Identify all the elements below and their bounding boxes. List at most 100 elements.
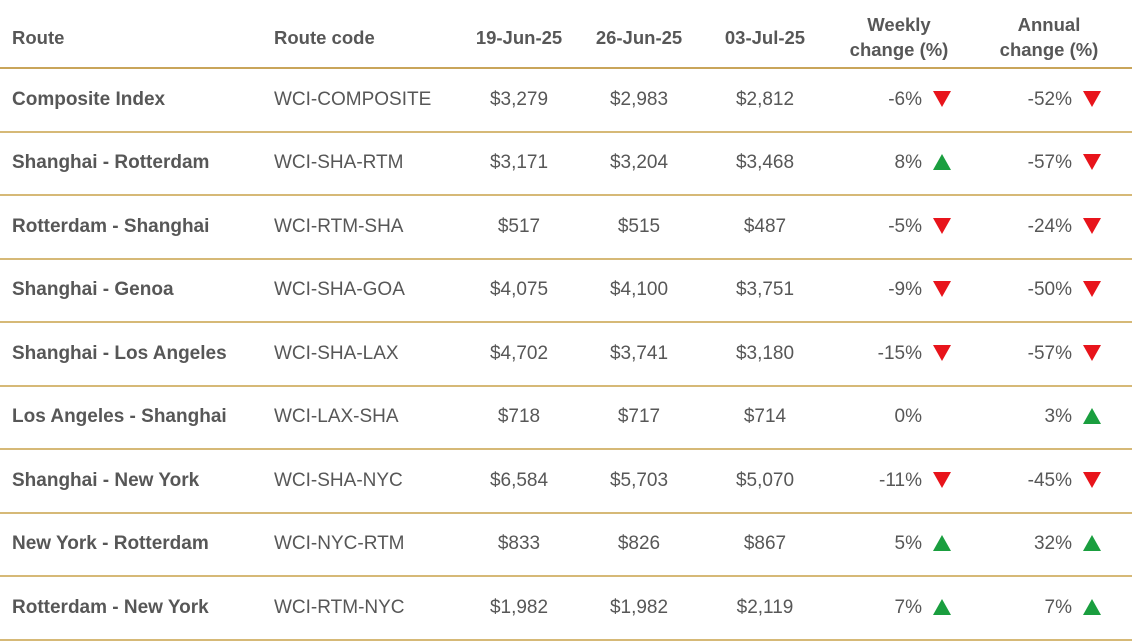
triangle-up-icon — [922, 534, 962, 554]
header-annual-change: Annual change (%) — [986, 0, 1112, 67]
header-date-2: 26-Jun-25 — [595, 27, 683, 48]
triangle-down-icon — [922, 344, 962, 364]
rate-date-2: $3,741 — [609, 342, 669, 364]
route-name: Composite Index — [12, 88, 166, 110]
annual-change: -50% — [986, 260, 1112, 322]
table-row: Composite Index WCI-COMPOSITE $3,279 $2,983… — [0, 69, 1132, 133]
triangle-up-icon — [1072, 534, 1112, 554]
no-change-spacer — [922, 407, 962, 427]
weekly-change: 5% — [836, 514, 962, 576]
route-code: WCI-RTM-NYC — [274, 596, 405, 618]
rate-date-3: $867 — [743, 533, 787, 555]
route-name: Rotterdam - Shanghai — [12, 215, 210, 237]
route-code: WCI-COMPOSITE — [274, 88, 432, 110]
annual-change: 32% — [986, 514, 1112, 576]
weekly-change: 0% — [836, 387, 962, 449]
rate-date-3: $2,119 — [736, 596, 794, 618]
rate-date-1: $1,982 — [489, 596, 549, 618]
triangle-down-icon — [1072, 217, 1112, 237]
annual-change-value: -50% — [1027, 279, 1072, 301]
rate-date-3: $487 — [743, 215, 787, 237]
header-route: Route — [12, 27, 65, 48]
weekly-change-value: 5% — [894, 533, 922, 555]
table-row: Shanghai - Genoa WCI-SHA-GOA $4,075 $4,100 $… — [0, 260, 1132, 323]
weekly-change-value: 8% — [894, 152, 922, 174]
weekly-change-value: -5% — [888, 215, 922, 237]
triangle-down-icon — [1072, 471, 1112, 491]
rate-date-1: $718 — [497, 406, 541, 428]
header-weekly-line2: change (%) — [849, 39, 949, 60]
header-weekly-change: Weekly change (%) — [836, 0, 962, 67]
header-annual-line1: Annual — [1017, 14, 1081, 35]
triangle-down-icon — [1072, 90, 1112, 110]
annual-change: -57% — [986, 133, 1112, 195]
weekly-change-value: -11% — [879, 469, 922, 491]
triangle-down-icon — [922, 90, 962, 110]
rate-date-2: $5,703 — [609, 469, 669, 491]
weekly-change-value: 0% — [894, 406, 922, 428]
rate-date-2: $4,100 — [609, 279, 669, 301]
rate-date-3: $714 — [743, 406, 787, 428]
route-name: Shanghai - Genoa — [12, 279, 174, 301]
triangle-up-icon — [1072, 407, 1112, 427]
annual-change-value: -45% — [1027, 469, 1072, 491]
route-name: Shanghai - Rotterdam — [12, 152, 210, 174]
triangle-down-icon — [922, 280, 962, 300]
route-code: WCI-SHA-RTM — [274, 152, 404, 174]
route-code: WCI-RTM-SHA — [274, 215, 404, 237]
header-annual-line2: change (%) — [999, 39, 1099, 60]
table-row: Shanghai - Rotterdam WCI-SHA-RTM $3,171 $3,… — [0, 133, 1132, 196]
weekly-change: -15% — [836, 323, 962, 385]
route-code: WCI-LAX-SHA — [274, 406, 399, 428]
annual-change: -45% — [986, 450, 1112, 512]
triangle-down-icon — [1072, 280, 1112, 300]
triangle-down-icon — [922, 471, 962, 491]
table-body: Composite Index WCI-COMPOSITE $3,279 $2,983… — [0, 69, 1132, 641]
annual-change-value: 3% — [1044, 406, 1072, 428]
header-date-3: 03-Jul-25 — [724, 27, 806, 48]
weekly-change: 7% — [836, 577, 962, 639]
triangle-up-icon — [1072, 598, 1112, 618]
rate-date-1: $517 — [497, 215, 541, 237]
weekly-change: -11% — [836, 450, 962, 512]
table-row: Shanghai - Los Angeles WCI-SHA-LAX $4,702 $… — [0, 323, 1132, 387]
annual-change: -24% — [986, 196, 1112, 258]
route-code: WCI-SHA-LAX — [274, 342, 399, 364]
rate-date-1: $4,702 — [489, 342, 549, 364]
rate-date-2: $717 — [617, 406, 661, 428]
rate-date-3: $2,812 — [735, 88, 795, 110]
triangle-up-icon — [922, 153, 962, 173]
header-route-code: Route code — [274, 27, 375, 48]
annual-change: 3% — [986, 387, 1112, 449]
weekly-change-value: -6% — [888, 88, 922, 110]
annual-change-value: 7% — [1044, 596, 1072, 618]
rate-date-3: $3,468 — [735, 152, 795, 174]
rate-date-1: $833 — [497, 533, 541, 555]
weekly-change-value: 7% — [894, 596, 922, 618]
route-name: Rotterdam - New York — [12, 596, 209, 618]
weekly-change: -5% — [836, 196, 962, 258]
annual-change-value: -24% — [1027, 215, 1072, 237]
annual-change: 7% — [986, 577, 1112, 639]
triangle-down-icon — [1072, 344, 1112, 364]
rate-date-2: $3,204 — [609, 152, 669, 174]
route-name: Los Angeles - Shanghai — [12, 406, 227, 428]
triangle-down-icon — [1072, 153, 1112, 173]
rate-date-2: $1,982 — [609, 596, 669, 618]
triangle-up-icon — [922, 598, 962, 618]
rate-date-1: $3,171 — [489, 152, 549, 174]
rate-date-2: $515 — [617, 215, 661, 237]
route-name: New York - Rotterdam — [12, 533, 209, 555]
rate-date-3: $3,180 — [735, 342, 795, 364]
table-row: Shanghai - New York WCI-SHA-NYC $6,584 $5,7… — [0, 450, 1132, 514]
annual-change-value: -52% — [1027, 88, 1072, 110]
weekly-change: -6% — [836, 69, 962, 131]
route-code: WCI-SHA-NYC — [274, 469, 403, 491]
rate-date-3: $5,070 — [735, 469, 795, 491]
table-header: Route Route code 19-Jun-25 26-Jun-25 03-… — [0, 0, 1132, 69]
annual-change-value: 32% — [1033, 533, 1072, 555]
rate-date-2: $826 — [617, 533, 661, 555]
rate-date-3: $3,751 — [735, 279, 795, 301]
route-code: WCI-NYC-RTM — [274, 533, 405, 555]
table-row: Rotterdam - New York WCI-RTM-NYC $1,982 $1,… — [0, 577, 1132, 641]
